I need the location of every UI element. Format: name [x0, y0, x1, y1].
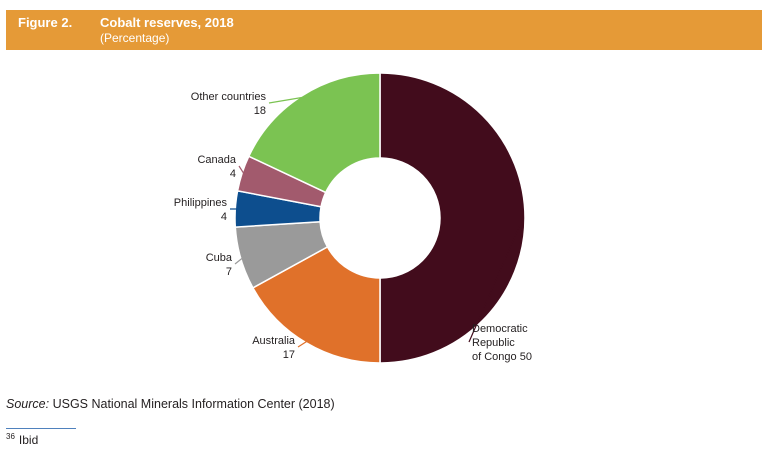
slice-other-countries: [247, 72, 381, 194]
leader-line-australia: [297, 340, 308, 348]
footnote-text: Ibid: [18, 433, 39, 447]
chart-subtitle: (Percentage): [100, 31, 170, 45]
slice-label-cuba: Cuba 7: [206, 252, 233, 278]
slice-australia: [251, 245, 381, 364]
footnote-divider: [6, 428, 76, 429]
slice-label-democratic-republic-of-congo: Democratic Republic of Congo 50: [472, 323, 532, 363]
footnote: 36 Ibid: [6, 432, 38, 447]
source-note: Source: USGS National Minerals Informati…: [6, 397, 335, 411]
slice-label-australia: Australia 17: [252, 335, 296, 361]
slice-democratic-republic-of-congo: [379, 72, 526, 364]
source-prefix: Source:: [6, 397, 50, 411]
leader-line-other-countries: [268, 96, 304, 104]
figure-header: Figure 2. Cobalt reserves, 2018 (Percent…: [6, 10, 762, 50]
slice-label-philippines: Philippines 4: [174, 197, 228, 223]
leader-line-democratic-republic-of-congo: [468, 217, 524, 343]
chart-title: Cobalt reserves, 2018: [100, 15, 234, 30]
leader-line-cuba: [234, 257, 244, 265]
slice-label-canada: Canada 4: [197, 154, 236, 180]
footnote-number: 36: [6, 432, 15, 441]
figure-number: Figure 2.: [18, 15, 73, 30]
source-text: USGS National Minerals Information Cente…: [52, 397, 335, 411]
leader-line-canada: [238, 165, 245, 175]
slice-label-other-countries: Other countries 18: [191, 91, 267, 117]
